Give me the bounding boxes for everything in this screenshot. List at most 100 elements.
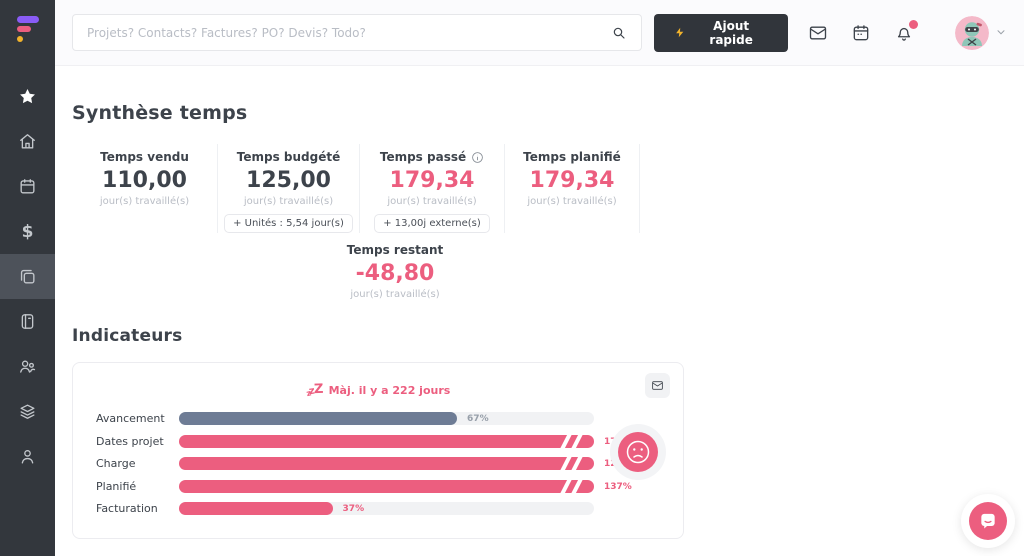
sidebar-item-home[interactable] <box>0 119 55 164</box>
overflow-slash-marker <box>570 431 584 451</box>
overflow-slash-marker <box>570 454 584 473</box>
send-report-button[interactable] <box>645 373 670 398</box>
sidebar: $ <box>0 0 55 556</box>
chart-category-label: Dates projet <box>96 434 164 448</box>
chart-bar-track: 137% <box>179 476 632 496</box>
agenda-button[interactable] <box>851 23 871 43</box>
metric-unit: jour(s) travaillé(s) <box>99 196 190 207</box>
metric-temps-planifie: Temps planifié 179,34 jour(s) travaillé(… <box>505 144 640 233</box>
external-days-badge: + 13,00j externe(s) <box>374 214 490 233</box>
sidebar-item-notebook[interactable] <box>0 299 55 344</box>
metric-temps-passe: Temps passé 179,34 jour(s) travaillé(s) … <box>360 144 505 233</box>
main-content: Synthèse temps Temps vendu 110,00 jour(s… <box>55 66 1024 556</box>
notification-badge <box>909 19 918 29</box>
bell-icon <box>897 27 911 41</box>
metric-label: Temps budgété <box>236 150 341 164</box>
chart-bar-fill <box>179 431 594 451</box>
indicator-rows: Avancement 67% Dates projet 174% Charge 126% P… <box>96 412 683 525</box>
users-icon <box>20 360 36 373</box>
chat-button[interactable] <box>969 502 1007 540</box>
chart-row: Avancement 67% <box>96 412 683 425</box>
chart-category-label: Facturation <box>96 502 158 515</box>
sad-face-icon <box>618 432 658 472</box>
chart-category-label: Charge <box>96 457 136 470</box>
metric-label: Temps vendu <box>100 150 189 164</box>
calendar-icon <box>853 24 869 40</box>
envelope-icon <box>652 381 663 390</box>
chart-bar-fill <box>179 476 594 496</box>
logo-dot-yellow <box>17 36 23 42</box>
avatar[interactable] <box>955 15 989 50</box>
time-metrics-row: Temps vendu 110,00 jour(s) travaillé(s) … <box>72 144 1004 233</box>
user-menu[interactable] <box>955 15 1007 50</box>
sidebar-item-favorites[interactable] <box>0 74 55 119</box>
copy-folders-icon <box>20 269 35 284</box>
metric-label: Temps planifié <box>523 150 621 164</box>
global-search[interactable] <box>72 14 642 51</box>
chart-value-label: 137% <box>604 481 632 492</box>
app-logo[interactable] <box>0 0 55 56</box>
chart-bar-fill <box>179 412 458 425</box>
header-icons <box>808 15 1007 50</box>
sidebar-item-projects[interactable] <box>0 254 55 299</box>
chart-bar-track: 126% <box>179 454 632 473</box>
chart-value-label: 67% <box>467 414 489 424</box>
chart-bar-fill <box>179 502 333 515</box>
metric-value: -48,80 <box>355 261 435 286</box>
mood-indicator <box>610 424 666 480</box>
notifications-button[interactable] <box>894 19 918 43</box>
page-title-synthese: Synthèse temps <box>72 102 248 124</box>
dollar-icon: $ <box>21 221 34 242</box>
sidebar-nav: $ <box>0 74 55 479</box>
metric-value: 125,00 <box>246 168 331 193</box>
chevron-down-icon <box>995 23 1007 42</box>
metric-value: 110,00 <box>102 168 187 193</box>
sidebar-item-team[interactable] <box>0 344 55 389</box>
chart-bar-track: 37% <box>179 502 594 515</box>
metric-label: Temps passé <box>379 150 467 164</box>
metric-value: 179,34 <box>529 168 615 193</box>
star-icon <box>20 88 35 104</box>
overflow-slash-marker <box>570 476 584 496</box>
sidebar-item-layers[interactable] <box>0 389 55 434</box>
chart-category-label: Planifié <box>96 479 137 493</box>
units-badge: + Unités : 5,54 jour(s) <box>224 214 353 233</box>
chart-bar-track: 174% <box>179 431 632 451</box>
page-title-indicateurs: Indicateurs <box>72 326 183 346</box>
metric-temps-vendu: Temps vendu 110,00 jour(s) travaillé(s) <box>72 144 218 233</box>
metric-unit: jour(s) travaillé(s) <box>350 289 440 300</box>
chart-row: Planifié 137% <box>96 476 683 496</box>
chart-row: Facturation 37% <box>96 502 683 515</box>
update-note-text: Màj. il y a 222 jours <box>328 384 451 397</box>
search-icon[interactable] <box>611 25 627 41</box>
chat-bubble-icon <box>981 513 995 529</box>
metric-temps-budgete: Temps budgété 125,00 jour(s) travaillé(s… <box>218 144 360 233</box>
logo-bar-purple <box>17 16 39 23</box>
sidebar-item-calendar[interactable] <box>0 164 55 209</box>
info-icon[interactable] <box>471 151 484 164</box>
chart-bar-track: 67% <box>179 412 594 425</box>
layers-icon <box>20 404 35 419</box>
person-icon <box>21 449 34 464</box>
top-bar: Ajout rapide <box>55 0 1024 66</box>
quick-add-button[interactable]: Ajout rapide <box>653 13 788 52</box>
chat-fab-halo <box>961 494 1015 548</box>
sidebar-item-finance[interactable]: $ <box>0 209 55 254</box>
metric-unit: jour(s) travaillé(s) <box>527 196 617 207</box>
metric-unit: jour(s) travaillé(s) <box>243 196 334 207</box>
quick-add-label: Ajout rapide <box>709 18 753 47</box>
ninja-avatar-icon <box>955 15 989 50</box>
search-input[interactable] <box>87 25 611 40</box>
metric-label: Temps restant <box>346 243 444 257</box>
metric-unit: jour(s) travaillé(s) <box>387 196 477 207</box>
home-icon <box>20 134 35 149</box>
chart-bar-fill <box>179 454 594 473</box>
sleep-zzz-icon: zzZ <box>305 381 323 399</box>
chart-row: Dates projet 174% <box>96 431 683 451</box>
chart-row: Charge 126% <box>96 454 683 473</box>
sidebar-item-profile[interactable] <box>0 434 55 479</box>
last-update-note: zzZ Màj. il y a 222 jours <box>73 381 683 399</box>
envelope-icon <box>809 26 827 39</box>
messages-button[interactable] <box>808 23 828 43</box>
notebook-icon <box>21 314 34 329</box>
